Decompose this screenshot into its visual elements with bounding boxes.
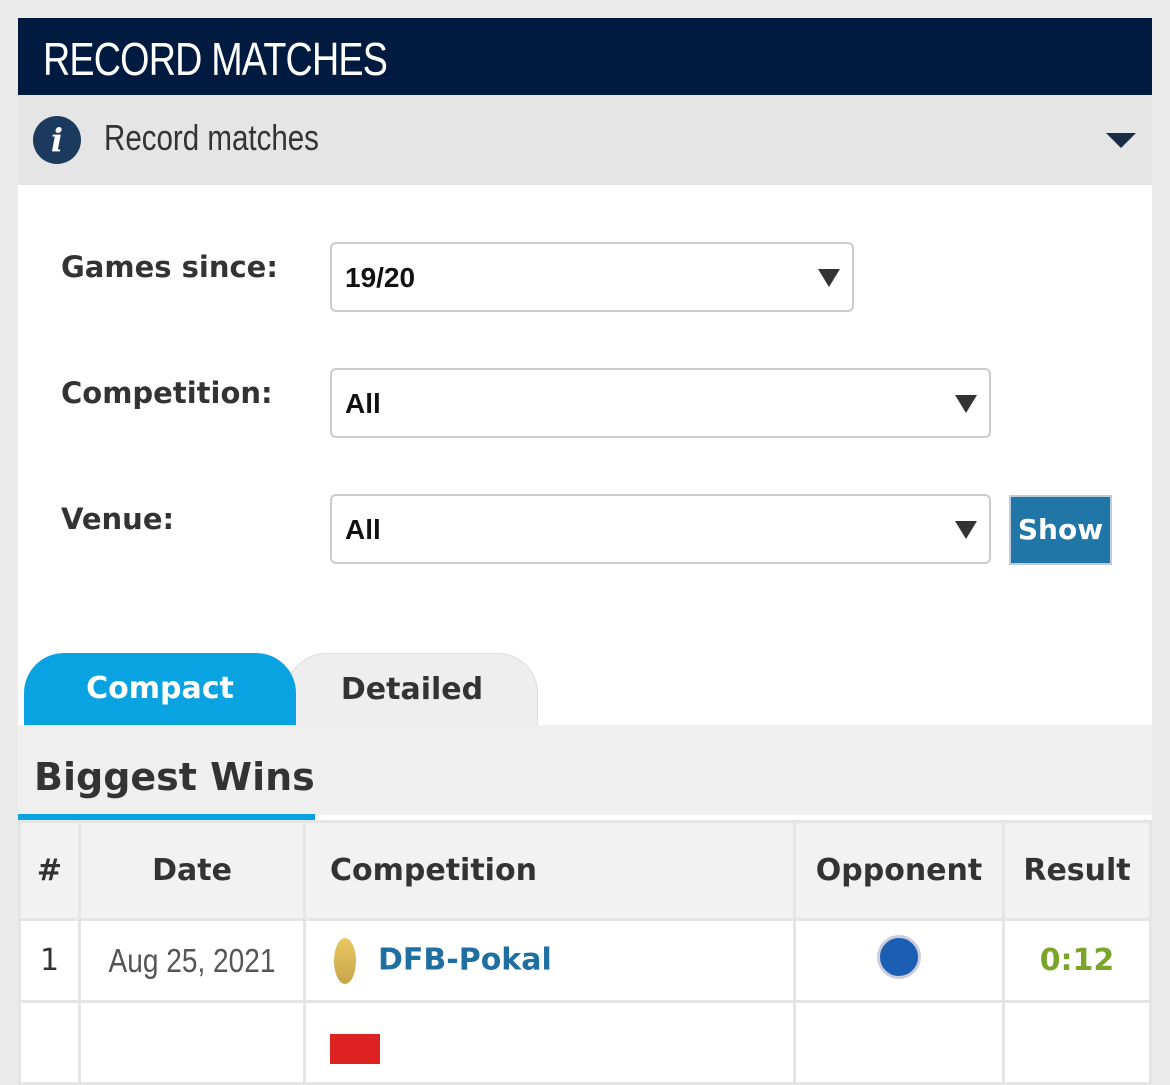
info-bar[interactable]: i Record matches (18, 95, 1152, 185)
venue-select[interactable]: All (330, 494, 991, 564)
record-matches-panel: RECORD MATCHES i Record matches Games si… (18, 18, 1152, 1085)
section-title: Biggest Wins (34, 755, 315, 799)
competition-label: Competition: (61, 376, 273, 410)
col-opponent: Opponent (793, 820, 1005, 921)
col-num: # (18, 820, 81, 921)
table-row (18, 1000, 1152, 1085)
competition-logo-icon (330, 1033, 380, 1064)
dropdown-arrow-icon (818, 269, 840, 287)
dropdown-arrow-icon (955, 395, 977, 413)
tab-detailed[interactable]: Detailed (286, 653, 538, 725)
table-header: # Date Competition Opponent Result (18, 820, 1152, 921)
result-link[interactable]: 0:12 (1002, 918, 1152, 1003)
section-header: Biggest Wins (18, 725, 1152, 820)
competition-value: All (345, 388, 381, 419)
page-title-text: RECORD MATCHES (43, 33, 388, 85)
row-date: Aug 25, 2021 (108, 941, 276, 979)
venue-label: Venue: (61, 502, 175, 536)
col-date: Date (78, 820, 306, 921)
games-since-select[interactable]: 19/20 (330, 242, 854, 312)
section-underline (18, 814, 315, 820)
dfb-pokal-logo-icon (334, 937, 356, 984)
opponent-crest-icon[interactable] (877, 934, 921, 979)
table-row: 1 Aug 25, 2021 DFB-Pokal 0:12 (18, 918, 1152, 1003)
dropdown-arrow-icon (955, 521, 977, 539)
col-result: Result (1002, 820, 1152, 921)
games-since-label: Games since: (61, 250, 278, 284)
venue-value: All (345, 514, 381, 545)
games-since-value: 19/20 (345, 262, 416, 293)
competition-select[interactable]: All (330, 368, 991, 438)
chevron-down-icon[interactable] (1106, 133, 1136, 148)
row-num: 1 (18, 918, 81, 1003)
tab-compact[interactable]: Compact (24, 653, 296, 725)
show-button[interactable]: Show (1009, 495, 1112, 565)
col-competition: Competition (303, 820, 796, 921)
page-title: RECORD MATCHES (18, 18, 1152, 95)
info-label: Record matches (104, 117, 319, 158)
competition-link[interactable]: DFB-Pokal (378, 942, 552, 977)
results-table: # Date Competition Opponent Result 1 Aug… (18, 820, 1152, 1085)
info-icon: i (33, 116, 81, 164)
